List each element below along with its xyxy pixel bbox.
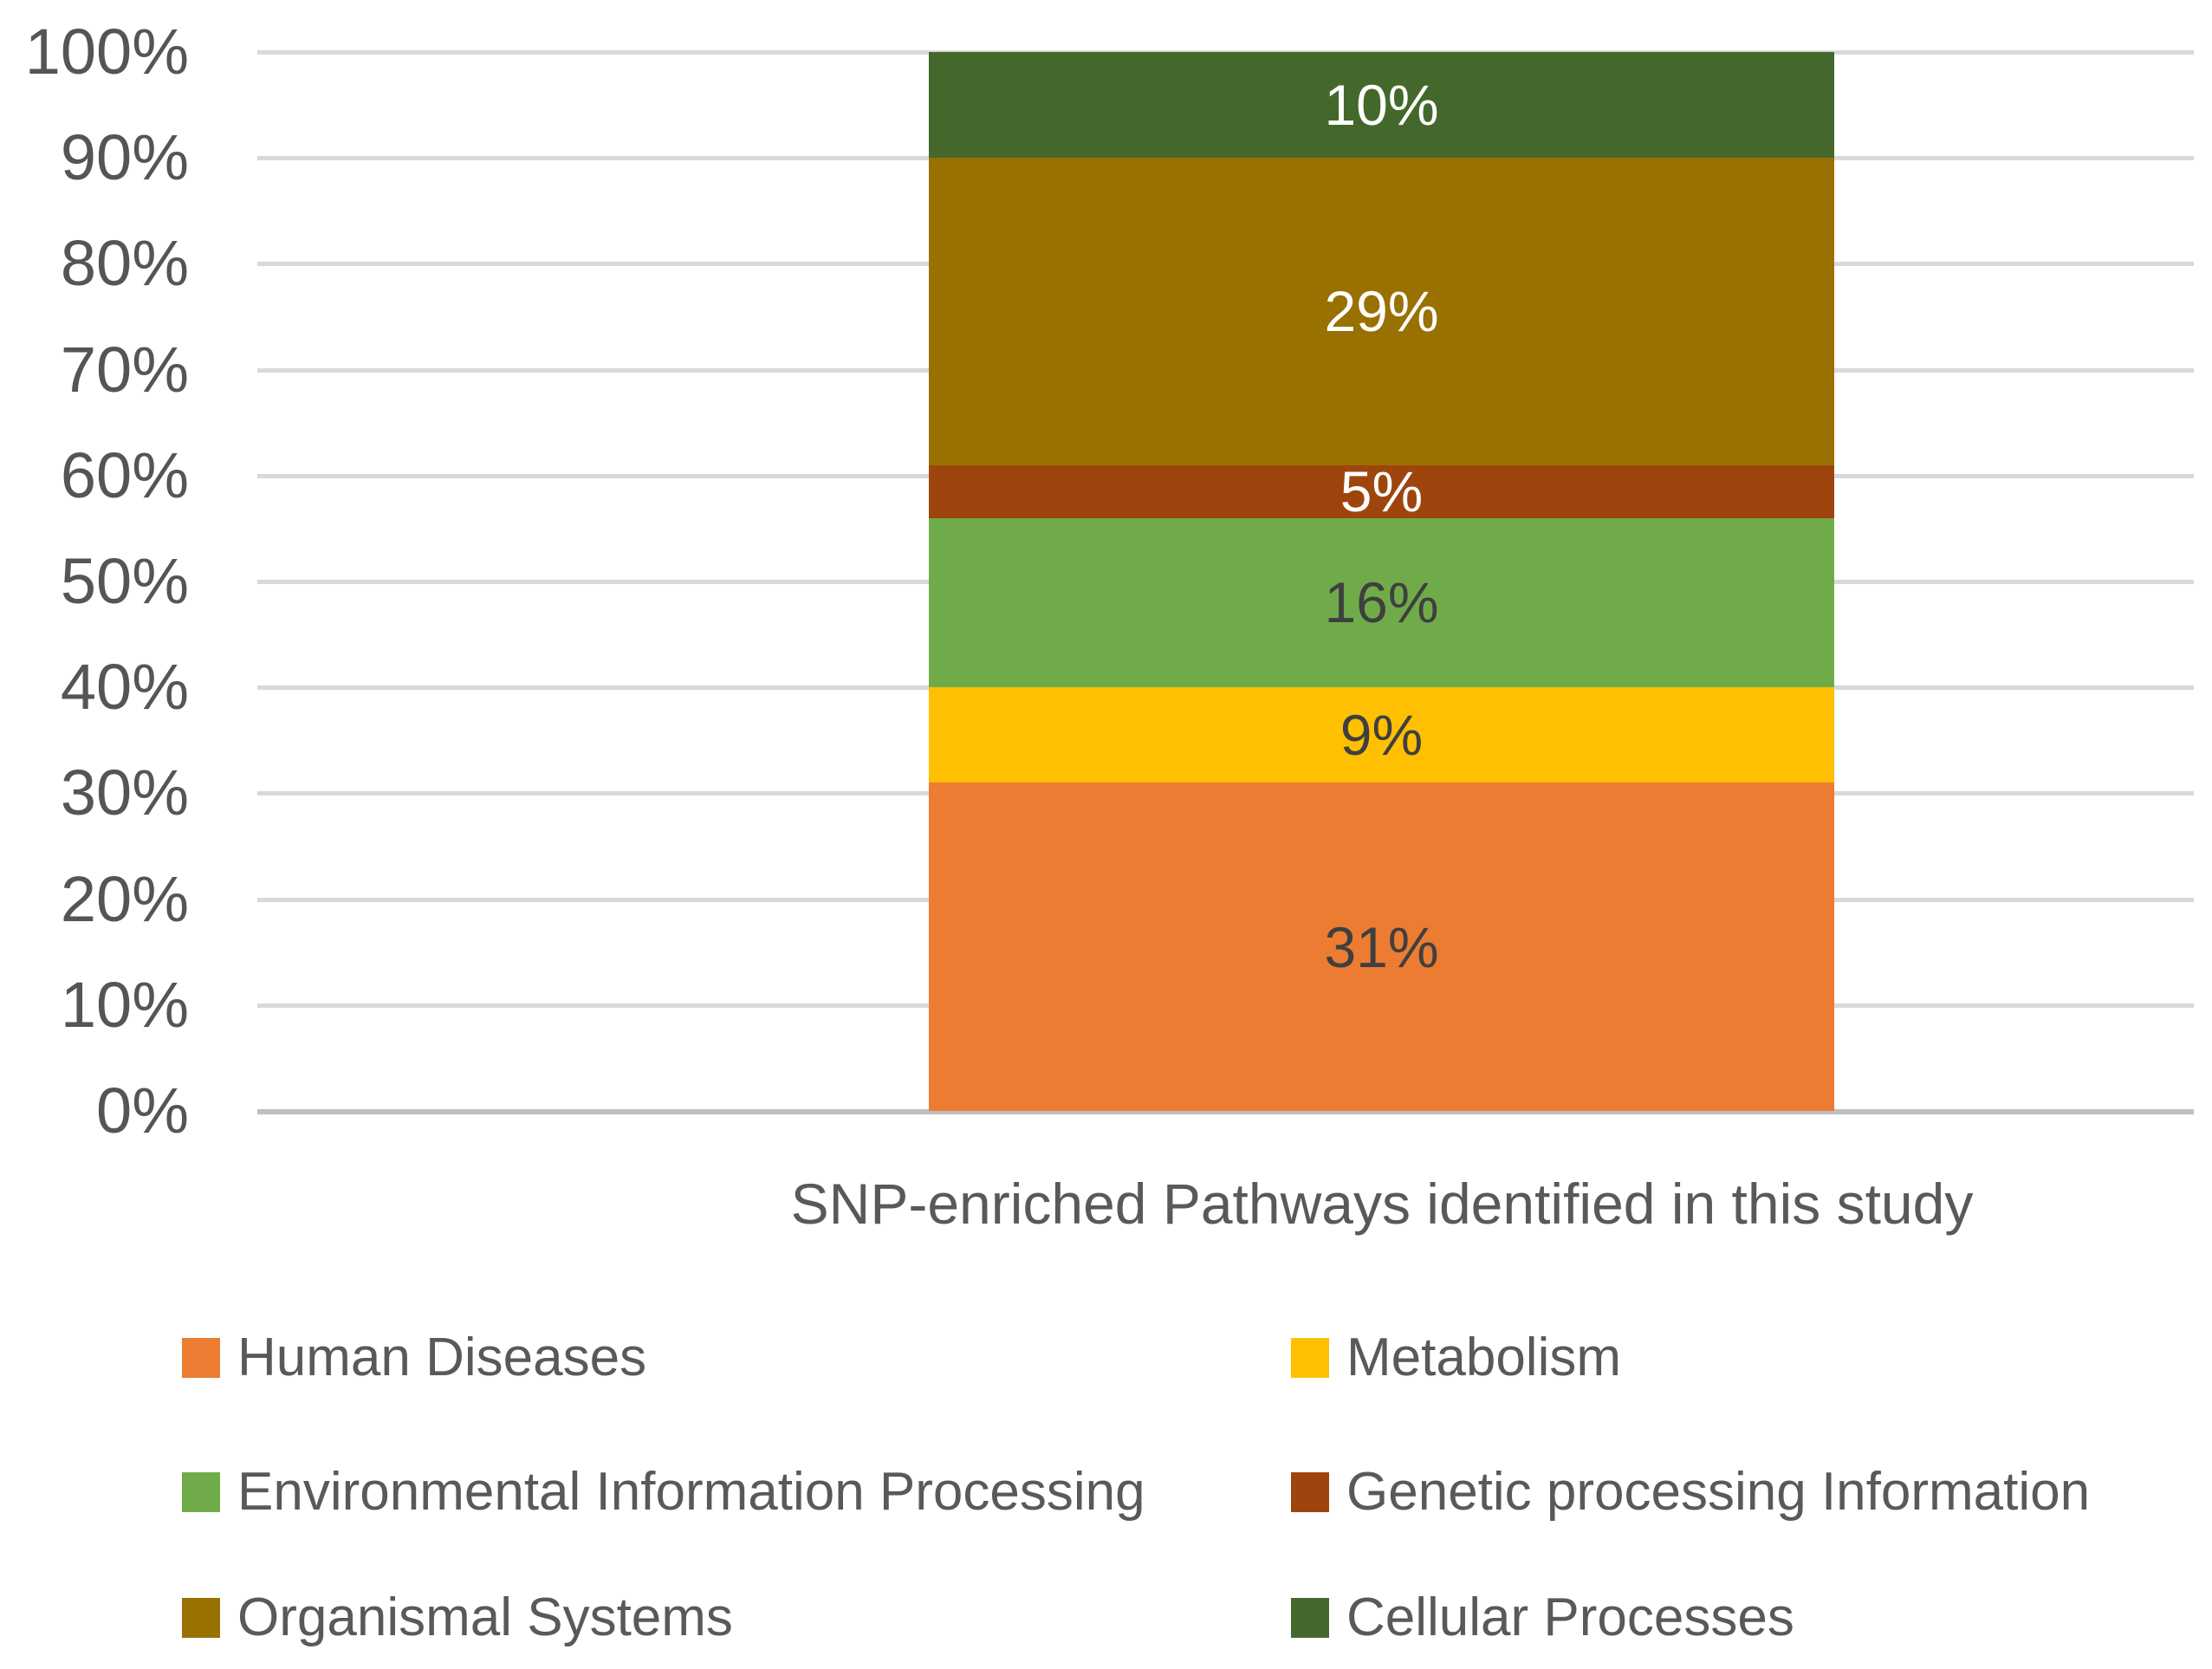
y-tick-label: 70% bbox=[60, 333, 189, 406]
legend-item-metabolism: Metabolism bbox=[1291, 1331, 1621, 1385]
y-tick-label: 60% bbox=[60, 438, 189, 511]
y-tick-label: 90% bbox=[60, 121, 189, 194]
legend-label: Genetic processing Information bbox=[1346, 1462, 2091, 1522]
bar-segment-genetic-processing-information bbox=[929, 464, 1834, 518]
legend-label: Organismal Systems bbox=[237, 1588, 733, 1647]
legend-swatch-icon bbox=[182, 1598, 220, 1638]
legend-item-environmental-information-processing: Environmental Information Processing bbox=[182, 1465, 1145, 1519]
bar-segment-cellular-processes bbox=[929, 52, 1834, 159]
data-label: 10% bbox=[1324, 73, 1439, 138]
legend-swatch-icon bbox=[182, 1338, 220, 1378]
y-tick-label: 30% bbox=[60, 757, 189, 829]
legend-item-human-diseases: Human Diseases bbox=[182, 1331, 646, 1385]
legend-item-cellular-processes: Cellular Processes bbox=[1291, 1591, 1794, 1645]
y-tick-label: 10% bbox=[60, 968, 189, 1041]
legend-swatch-icon bbox=[1291, 1472, 1329, 1512]
legend-swatch-icon bbox=[1291, 1598, 1329, 1638]
bar-segment-metabolism bbox=[929, 687, 1834, 783]
legend-swatch-icon bbox=[182, 1472, 220, 1512]
y-tick-label: 20% bbox=[60, 862, 189, 935]
x-axis-line bbox=[257, 1109, 2194, 1114]
legend-label: Cellular Processes bbox=[1346, 1588, 1794, 1647]
bar-segment-human-diseases bbox=[929, 783, 1834, 1111]
legend-label: Metabolism bbox=[1346, 1328, 1621, 1387]
y-tick-label: 80% bbox=[60, 227, 189, 300]
legend-item-organismal-systems: Organismal Systems bbox=[182, 1591, 733, 1645]
bar-segment-organismal-systems bbox=[929, 158, 1834, 465]
x-axis-category-label: SNP-enriched Pathways identified in this… bbox=[790, 1172, 1974, 1236]
data-label: 9% bbox=[1340, 703, 1424, 768]
data-label: 16% bbox=[1324, 570, 1439, 635]
y-tick-label: 50% bbox=[60, 545, 189, 617]
legend-item-genetic-processing-information: Genetic processing Information bbox=[1291, 1465, 2090, 1519]
y-tick-label: 100% bbox=[24, 16, 189, 88]
y-tick-label: 0% bbox=[96, 1075, 189, 1146]
legend-label: Environmental Information Processing bbox=[237, 1462, 1145, 1522]
data-label: 29% bbox=[1324, 279, 1439, 344]
legend-label: Human Diseases bbox=[237, 1328, 647, 1387]
bar-segment-environmental-information-processing bbox=[929, 517, 1834, 688]
y-tick-label: 40% bbox=[60, 651, 189, 724]
legend-swatch-icon bbox=[1291, 1338, 1329, 1378]
data-label: 5% bbox=[1340, 459, 1424, 524]
data-label: 31% bbox=[1324, 914, 1439, 979]
